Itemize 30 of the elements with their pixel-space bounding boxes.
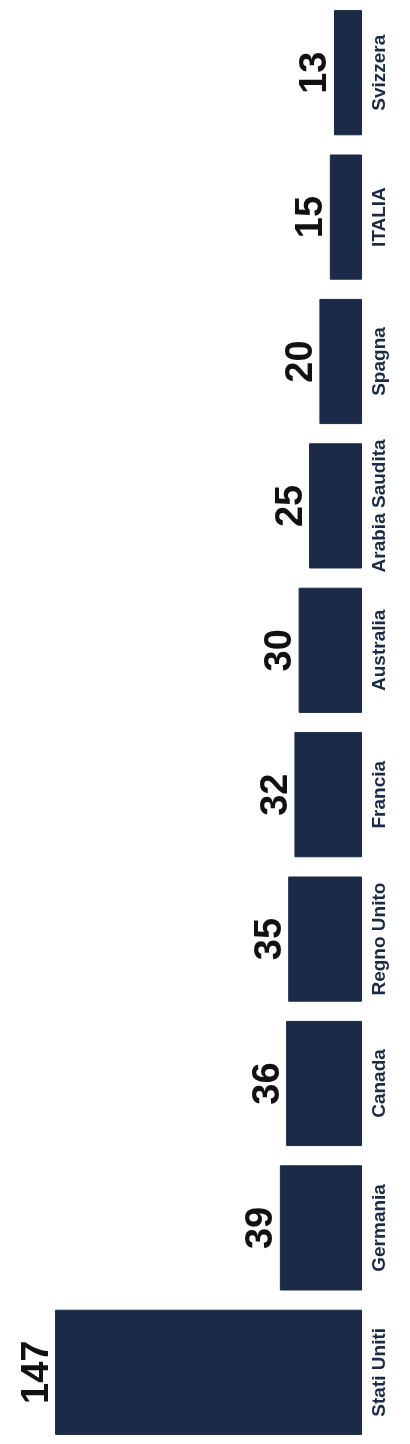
y-tick-label: Germania	[367, 1183, 389, 1272]
data-label: 13	[292, 51, 335, 94]
bar	[286, 1020, 363, 1147]
y-tick-label: Canada	[367, 1048, 389, 1118]
bar	[329, 154, 363, 280]
data-label: 25	[267, 484, 310, 528]
bar	[279, 1165, 363, 1291]
bar	[294, 732, 363, 858]
bar	[288, 876, 363, 1002]
bar	[298, 587, 363, 713]
y-tick-label: Francia	[367, 760, 389, 829]
y-tick-label: Arabia Saudita	[367, 438, 389, 573]
data-label: 35	[246, 917, 289, 961]
bar	[309, 443, 363, 569]
data-label: 32	[252, 773, 295, 816]
y-tick-label: Svizzera	[367, 34, 389, 111]
data-label: 36	[244, 1062, 287, 1105]
y-tick-label: Australia	[367, 609, 389, 691]
y-tick-label: Stati Uniti	[367, 1327, 389, 1417]
data-label: 147	[13, 1340, 56, 1404]
y-tick-label: Spagna	[367, 326, 389, 396]
data-label: 20	[277, 340, 320, 383]
y-tick-label: ITALIA	[367, 186, 389, 247]
data-label: 15	[288, 195, 331, 239]
y-tick-label: Regno Unito	[367, 882, 389, 996]
data-label: 39	[238, 1206, 281, 1250]
bar	[319, 298, 363, 425]
bar	[55, 1309, 363, 1435]
data-label: 30	[257, 629, 300, 672]
bar	[333, 10, 363, 136]
